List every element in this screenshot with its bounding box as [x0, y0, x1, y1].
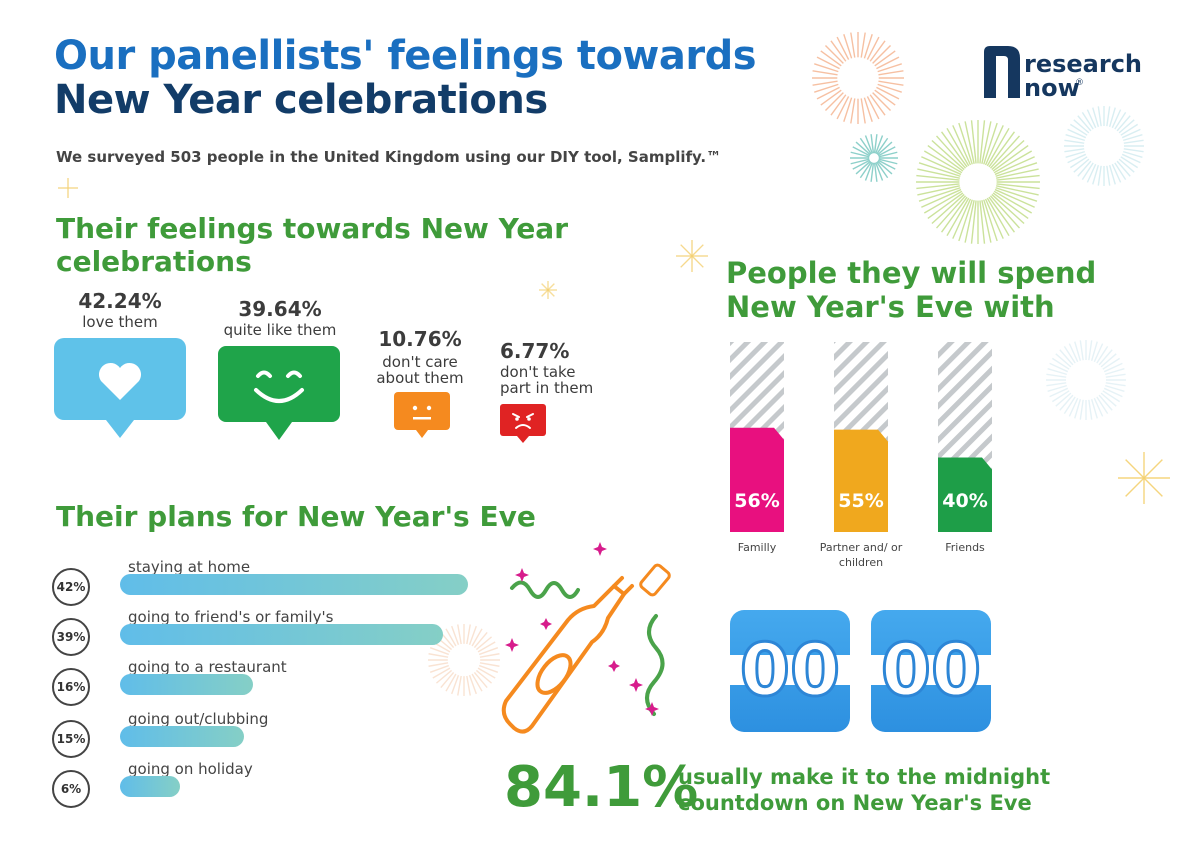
firework-burst: [1118, 452, 1170, 504]
company-heading: People they will spend New Year's Eve wi…: [726, 256, 1097, 324]
plan-bar: [120, 726, 245, 747]
love-speech-bubble: [54, 338, 186, 438]
plan-bar: [120, 624, 444, 645]
countdown-card-minutes: 00: [871, 610, 991, 732]
feeling-pct-quite-like: 39.64%: [238, 297, 322, 321]
page-title: Our panellists' feelings towards New Yea…: [54, 33, 757, 123]
plan-pct-badge: 6%: [52, 770, 90, 808]
company-bar-value: 55%: [838, 490, 884, 512]
neutral-face-icon: [412, 405, 432, 420]
midnight-stat: 84.1%: [504, 755, 699, 820]
quite-like-speech-bubble: [218, 346, 340, 440]
dont-care-speech-bubble: [394, 392, 450, 438]
firework-burst: [812, 32, 904, 124]
countdown-band: [871, 655, 991, 685]
plan-pct-badge: 42%: [52, 568, 90, 606]
firework-burst: [1046, 340, 1126, 420]
dont-take-part-speech-bubble: [500, 404, 546, 443]
plan-pct-badge: 15%: [52, 720, 90, 758]
logo-registered-mark: ®: [1075, 78, 1084, 88]
angry-face-icon: [512, 413, 534, 429]
plan-bar: [120, 776, 180, 797]
company-bar-label: Familly: [737, 541, 777, 554]
countdown-digits-hours: 00: [738, 628, 841, 712]
fireworks-group: [58, 32, 1170, 696]
heart-icon: [98, 362, 142, 400]
survey-subtitle: We surveyed 503 people in the United Kin…: [56, 148, 722, 166]
plan-pct-badge: 39%: [52, 618, 90, 656]
plan-label: going to a restaurant: [128, 658, 287, 676]
research-now-logo: research now ®: [980, 42, 1160, 102]
feeling-pct-love: 42.24%: [78, 289, 162, 313]
feelings-heading: Their feelings towards New Year celebrat…: [56, 212, 569, 278]
title-line-2: New Year celebrations: [54, 77, 548, 123]
company-bar-value: 40%: [942, 490, 988, 512]
plans-heading: Their plans for New Year's Eve: [56, 500, 536, 533]
plan-label: going to friend's or family's: [128, 608, 334, 626]
company-bar: [938, 457, 992, 532]
firework-burst: [539, 281, 557, 299]
plan-label: staying at home: [128, 558, 251, 576]
feeling-label-quite-like: quite like them: [223, 321, 337, 339]
firework-burst: [916, 120, 1040, 244]
countdown-card-hours: 00: [730, 610, 850, 732]
countdown-digits-minutes: 00: [879, 628, 982, 712]
feeling-label-dont-care: don't care about them: [376, 353, 464, 387]
feeling-pct-dont-care: 10.76%: [378, 327, 462, 351]
plan-label: going on holiday: [128, 760, 253, 778]
plan-bar: [120, 674, 253, 695]
firework-burst: [850, 134, 898, 182]
firework-burst: [58, 178, 78, 198]
company-bar-label: Friends: [945, 541, 985, 554]
streamer-right-icon: [645, 614, 665, 716]
feeling-label-love: love them: [82, 313, 158, 331]
feeling-pct-dont-take-part: 6.77%: [500, 339, 570, 363]
firework-burst: [428, 624, 500, 696]
company-bar: [730, 427, 784, 532]
countdown-band: [730, 655, 850, 685]
sparkle-stars: [505, 542, 659, 716]
smile-icon: [254, 370, 304, 403]
logo-word-now: now: [1024, 74, 1080, 102]
logo-word-research: research: [1024, 50, 1143, 78]
firework-burst: [676, 240, 708, 272]
feeling-label-dont-take-part: don't take part in them: [500, 363, 594, 397]
company-bar-value: 56%: [734, 490, 780, 512]
plan-bar: [120, 574, 468, 595]
company-bar-label: Partner and/ or children: [819, 541, 903, 569]
midnight-stat-text: usually make it to the midnight countdow…: [678, 765, 1051, 815]
logo-n-mark-icon: [984, 46, 1020, 98]
streamer-left-icon: [510, 580, 580, 599]
firework-burst: [1064, 106, 1144, 186]
champagne-bottle-illustration: [501, 542, 671, 734]
company-bars: [730, 342, 992, 532]
cork-icon: [639, 563, 671, 597]
plan-pct-badge: 16%: [52, 668, 90, 706]
bottle-icon: [501, 576, 634, 734]
title-line-1: Our panellists' feelings towards: [54, 33, 757, 79]
company-bar: [834, 429, 888, 532]
plan-label: going out/clubbing: [128, 710, 269, 728]
